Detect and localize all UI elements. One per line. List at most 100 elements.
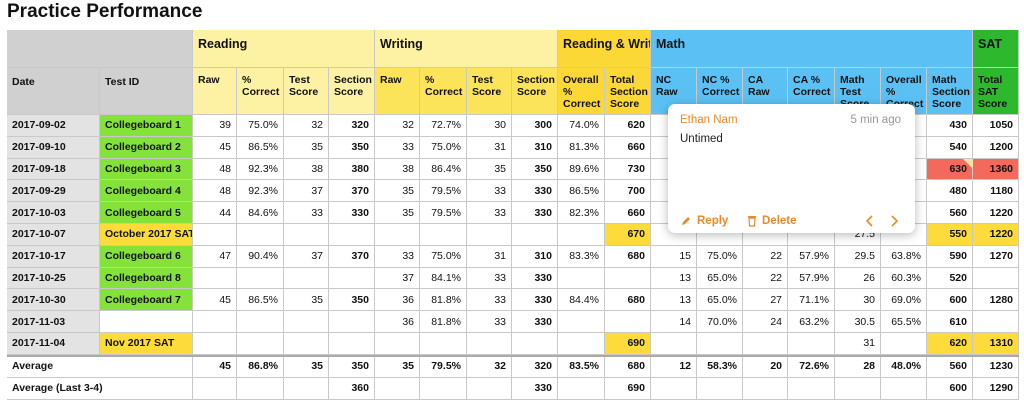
data-cell: 65.0% bbox=[697, 267, 743, 290]
data-cell bbox=[237, 333, 284, 355]
average-cell bbox=[788, 377, 835, 400]
data-cell: 13 bbox=[651, 289, 697, 312]
average-cell: 360 bbox=[329, 377, 375, 400]
test-id-cell bbox=[100, 311, 193, 333]
test-id-cell: Collegeboard 4 bbox=[100, 180, 193, 203]
data-cell: 86.5% bbox=[237, 289, 284, 312]
date-cell: 2017-10-07 bbox=[7, 224, 100, 246]
data-cell: 72.7% bbox=[420, 115, 467, 137]
data-cell: 82.3% bbox=[558, 202, 605, 224]
data-cell bbox=[237, 224, 284, 246]
average-cell: 83.5% bbox=[558, 355, 605, 378]
data-cell bbox=[605, 311, 651, 333]
data-cell: 48 bbox=[193, 180, 237, 203]
data-cell bbox=[467, 333, 512, 355]
data-cell: 1200 bbox=[973, 136, 1019, 159]
data-cell bbox=[788, 333, 835, 355]
data-cell: 81.8% bbox=[420, 311, 467, 333]
test-id-cell: Nov 2017 SAT bbox=[100, 333, 193, 355]
delete-icon bbox=[748, 216, 756, 227]
data-cell: 370 bbox=[329, 180, 375, 203]
average-cell bbox=[881, 377, 927, 400]
group-header: Math bbox=[651, 30, 973, 68]
data-cell: 36 bbox=[375, 311, 420, 333]
data-cell: 79.5% bbox=[420, 202, 467, 224]
data-cell bbox=[697, 333, 743, 355]
data-cell: 700 bbox=[605, 180, 651, 203]
data-cell: 75.0% bbox=[237, 115, 284, 137]
date-cell: 2017-10-25 bbox=[7, 267, 100, 290]
data-cell: 670 bbox=[605, 224, 651, 246]
comment-indicator bbox=[963, 158, 973, 169]
column-header: Total SAT Score bbox=[973, 68, 1019, 115]
data-cell bbox=[375, 224, 420, 246]
data-cell: 31 bbox=[467, 245, 512, 268]
data-cell: 65.0% bbox=[697, 289, 743, 312]
data-cell: 620 bbox=[927, 333, 973, 355]
data-cell: 1360 bbox=[973, 158, 1019, 181]
data-cell: 35 bbox=[284, 289, 329, 312]
average-cell: 28 bbox=[835, 355, 881, 378]
average-cell bbox=[467, 377, 512, 400]
data-cell: 35 bbox=[375, 180, 420, 203]
column-header: Section Score bbox=[329, 68, 375, 115]
data-cell: 1180 bbox=[973, 180, 1019, 203]
test-id-cell: Collegeboard 1 bbox=[100, 115, 193, 137]
average-cell: 79.5% bbox=[420, 355, 467, 378]
average-cell bbox=[558, 377, 605, 400]
data-cell: 35 bbox=[375, 202, 420, 224]
data-cell: 730 bbox=[605, 158, 651, 181]
reply-button[interactable]: Reply bbox=[697, 215, 729, 227]
average-cell bbox=[375, 377, 420, 400]
column-header: % Correct bbox=[237, 68, 284, 115]
data-cell: 36 bbox=[375, 289, 420, 312]
data-cell: 24 bbox=[743, 311, 788, 333]
data-cell: 33 bbox=[467, 180, 512, 203]
column-header: Test Score bbox=[284, 68, 329, 115]
test-id-cell: Collegeboard 6 bbox=[100, 245, 193, 268]
reply-icon bbox=[682, 217, 690, 225]
data-cell: 74.0% bbox=[558, 115, 605, 137]
data-cell: 630 bbox=[927, 158, 973, 181]
data-cell: 79.5% bbox=[420, 180, 467, 203]
data-cell: 84.4% bbox=[558, 289, 605, 312]
data-cell: 33 bbox=[284, 202, 329, 224]
data-cell bbox=[237, 267, 284, 290]
data-cell: 660 bbox=[605, 136, 651, 159]
column-header: Total Section Score bbox=[605, 68, 651, 115]
average-cell: 560 bbox=[927, 355, 973, 378]
column-header: Test ID bbox=[100, 68, 193, 115]
data-cell: 33 bbox=[467, 202, 512, 224]
data-cell: 330 bbox=[512, 202, 558, 224]
data-cell: 84.6% bbox=[237, 202, 284, 224]
data-cell: 37 bbox=[284, 245, 329, 268]
data-cell: 13 bbox=[651, 267, 697, 290]
average-cell: 12 bbox=[651, 355, 697, 378]
average-cell: 1290 bbox=[973, 377, 1019, 400]
data-cell: 22 bbox=[743, 245, 788, 268]
data-cell: 39 bbox=[193, 115, 237, 137]
column-header: Date bbox=[7, 68, 100, 115]
average-cell: 35 bbox=[284, 355, 329, 378]
data-cell: 86.5% bbox=[558, 180, 605, 203]
average-cell bbox=[284, 377, 329, 400]
data-cell bbox=[329, 311, 375, 333]
data-cell bbox=[284, 311, 329, 333]
data-cell: 310 bbox=[512, 245, 558, 268]
data-cell: 1220 bbox=[973, 224, 1019, 246]
data-cell: 37 bbox=[375, 267, 420, 290]
data-cell: 300 bbox=[512, 115, 558, 137]
column-header: Overall % Correct bbox=[558, 68, 605, 115]
data-cell bbox=[375, 333, 420, 355]
average-label: Average bbox=[7, 355, 193, 378]
average-cell: 690 bbox=[605, 377, 651, 400]
data-cell: 86.4% bbox=[420, 158, 467, 181]
data-cell: 75.0% bbox=[420, 245, 467, 268]
data-cell: 75.0% bbox=[420, 136, 467, 159]
delete-button[interactable]: Delete bbox=[762, 215, 797, 227]
comment-nav[interactable] bbox=[864, 215, 904, 227]
average-cell: 35 bbox=[375, 355, 420, 378]
average-separator bbox=[7, 354, 1019, 357]
average-cell: 350 bbox=[329, 355, 375, 378]
